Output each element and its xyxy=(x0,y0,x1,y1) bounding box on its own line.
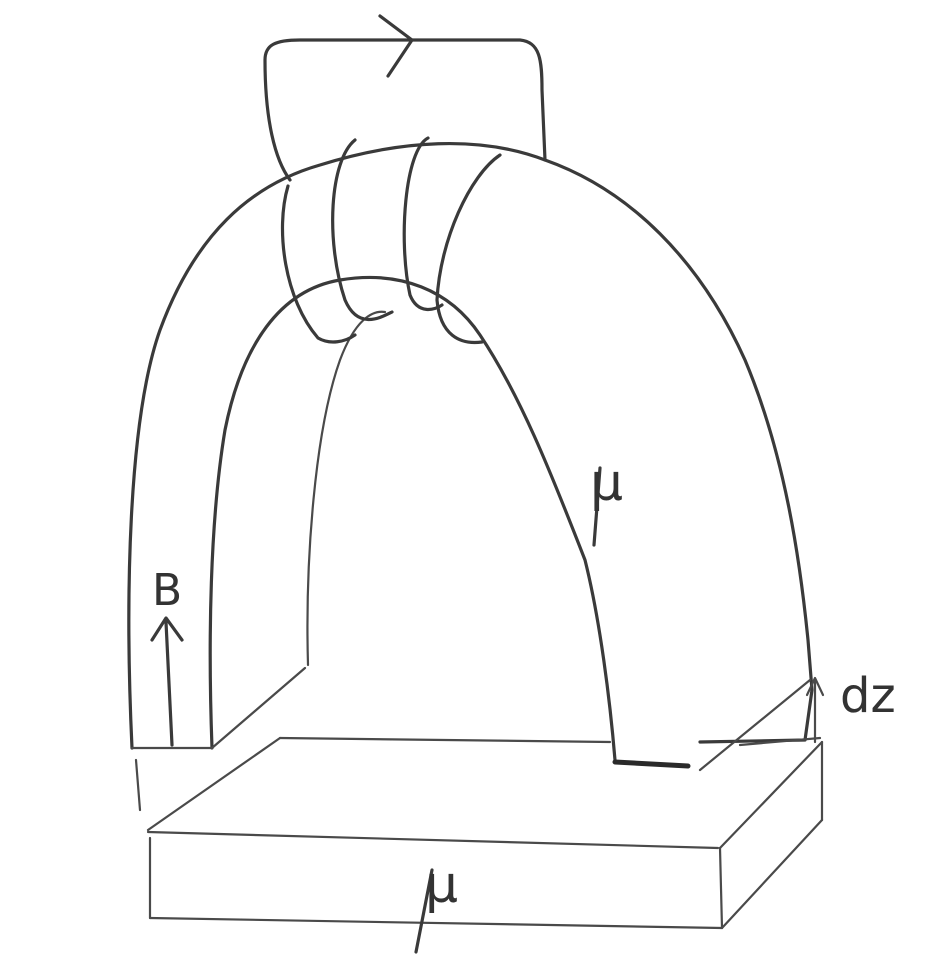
arch-right-foot-edge xyxy=(612,759,691,769)
base-top-right-edge xyxy=(698,678,812,772)
b-field-arrow-shaft xyxy=(164,620,174,747)
arch-inner-back-edge xyxy=(306,310,387,667)
arch-left-foot-edge xyxy=(130,666,307,750)
base-left-foot-drop xyxy=(134,758,142,812)
current-arrow-icon xyxy=(378,14,414,78)
coil-turn-3 xyxy=(402,136,444,311)
base-top-right-diag xyxy=(738,736,822,747)
b-field-label: B xyxy=(152,565,182,616)
mu-base-tail xyxy=(414,868,434,954)
base-right-side-bottom xyxy=(720,818,824,930)
dz-arrow-head xyxy=(805,676,825,697)
arch-permeability-label: μ xyxy=(590,453,623,513)
base-permeability-label: μ xyxy=(425,855,458,915)
base-front-bottom-edge xyxy=(148,916,724,930)
base-front-top-edge xyxy=(146,830,720,850)
coil-turn-4 xyxy=(435,153,502,345)
b-field-arrow-head xyxy=(150,616,184,642)
mu-arch-tail xyxy=(592,466,602,547)
base-front-right-edge xyxy=(718,846,724,930)
coil-turn-1 xyxy=(280,184,357,344)
arch-outer-outline xyxy=(127,141,814,750)
coil-lead-wire xyxy=(263,38,547,182)
base-top-left-edge xyxy=(146,736,282,832)
thickness-label: dz xyxy=(840,668,896,724)
base-top-back-edge xyxy=(278,736,612,744)
coil-turn-2 xyxy=(331,138,394,321)
arch-inner-outline xyxy=(208,275,617,762)
base-right-side-top xyxy=(718,740,824,850)
